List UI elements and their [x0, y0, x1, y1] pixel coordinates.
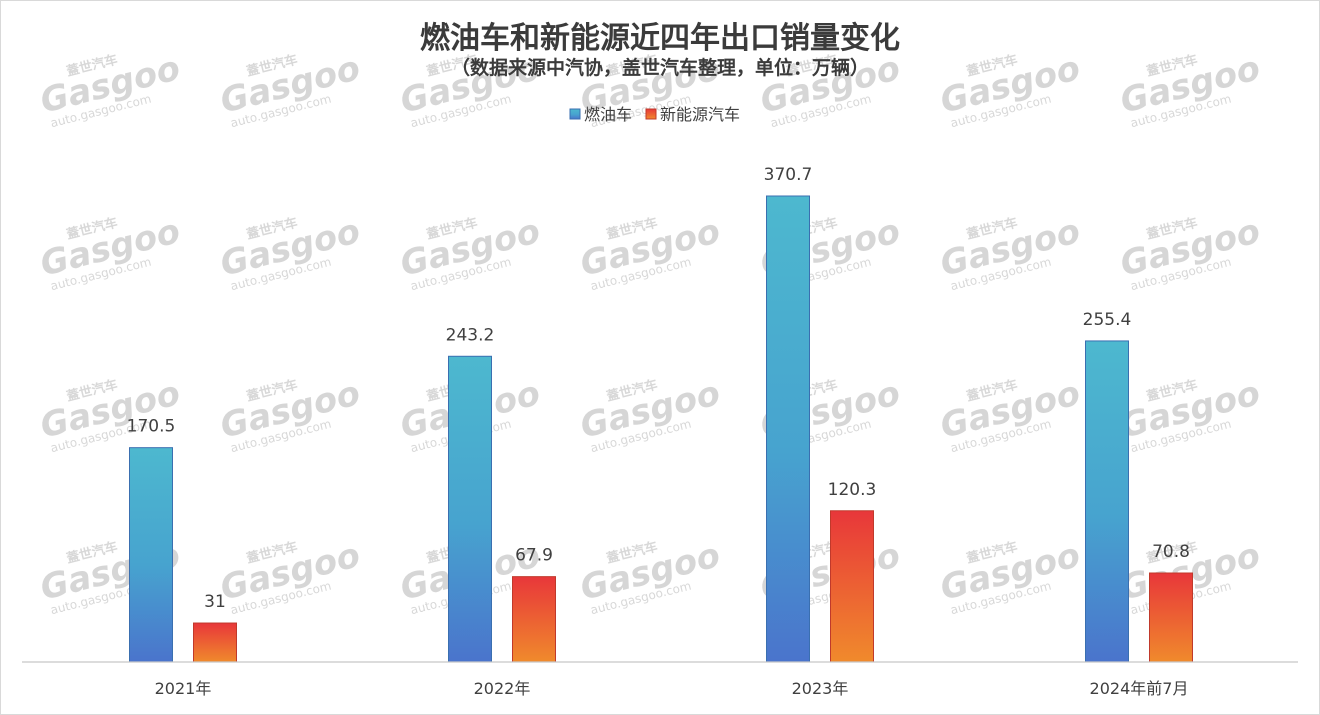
- data-label-nev-1: 31: [204, 592, 226, 612]
- chart-title: 燃油车和新能源近四年出口销量变化: [420, 21, 900, 56]
- data-label-nev-3: 120.3: [828, 480, 877, 500]
- bar-fuel-1: [129, 447, 173, 663]
- bar-nev-4: [1149, 572, 1193, 663]
- legend-item-fuel: 燃油车: [569, 105, 632, 124]
- bar-nev-1: [193, 622, 237, 663]
- bar-fuel-3: [766, 195, 810, 663]
- bar-nev-3: [830, 510, 874, 663]
- legend-swatch-fuel: [569, 108, 581, 120]
- data-label-nev-4: 70.8: [1152, 542, 1190, 562]
- x-axis-tick-labels: 2021年 2022年 2023年 2024年前7月: [155, 679, 1189, 698]
- legend-swatch-nev: [645, 108, 657, 120]
- chart-subtitle: （数据来源中汽协，盖世汽车整理，单位：万辆）: [451, 56, 869, 79]
- legend-item-nev: 新能源汽车: [645, 105, 740, 124]
- x-tick-label-3: 2023年: [792, 679, 849, 698]
- bars-layer: [129, 195, 1193, 663]
- data-label-fuel-2: 243.2: [446, 325, 495, 345]
- x-tick-label-2: 2022年: [474, 679, 531, 698]
- data-label-nev-2: 67.9: [515, 546, 553, 566]
- x-tick-label-4: 2024年前7月: [1090, 679, 1189, 698]
- bar-fuel-2: [448, 355, 492, 663]
- data-labels-layer: 170.5 31 243.2 67.9 370.7 120.3 255.4 70.8: [127, 165, 1190, 612]
- data-label-fuel-1: 170.5: [127, 417, 176, 437]
- legend-label-fuel: 燃油车: [584, 105, 632, 124]
- legend: 燃油车 新能源汽车: [569, 105, 740, 124]
- bar-fuel-4: [1085, 340, 1129, 663]
- legend-label-nev: 新能源汽车: [660, 105, 740, 124]
- data-label-fuel-4: 255.4: [1083, 310, 1132, 330]
- bar-nev-2: [512, 576, 556, 663]
- x-tick-label-1: 2021年: [155, 679, 212, 698]
- data-label-fuel-3: 370.7: [764, 165, 813, 185]
